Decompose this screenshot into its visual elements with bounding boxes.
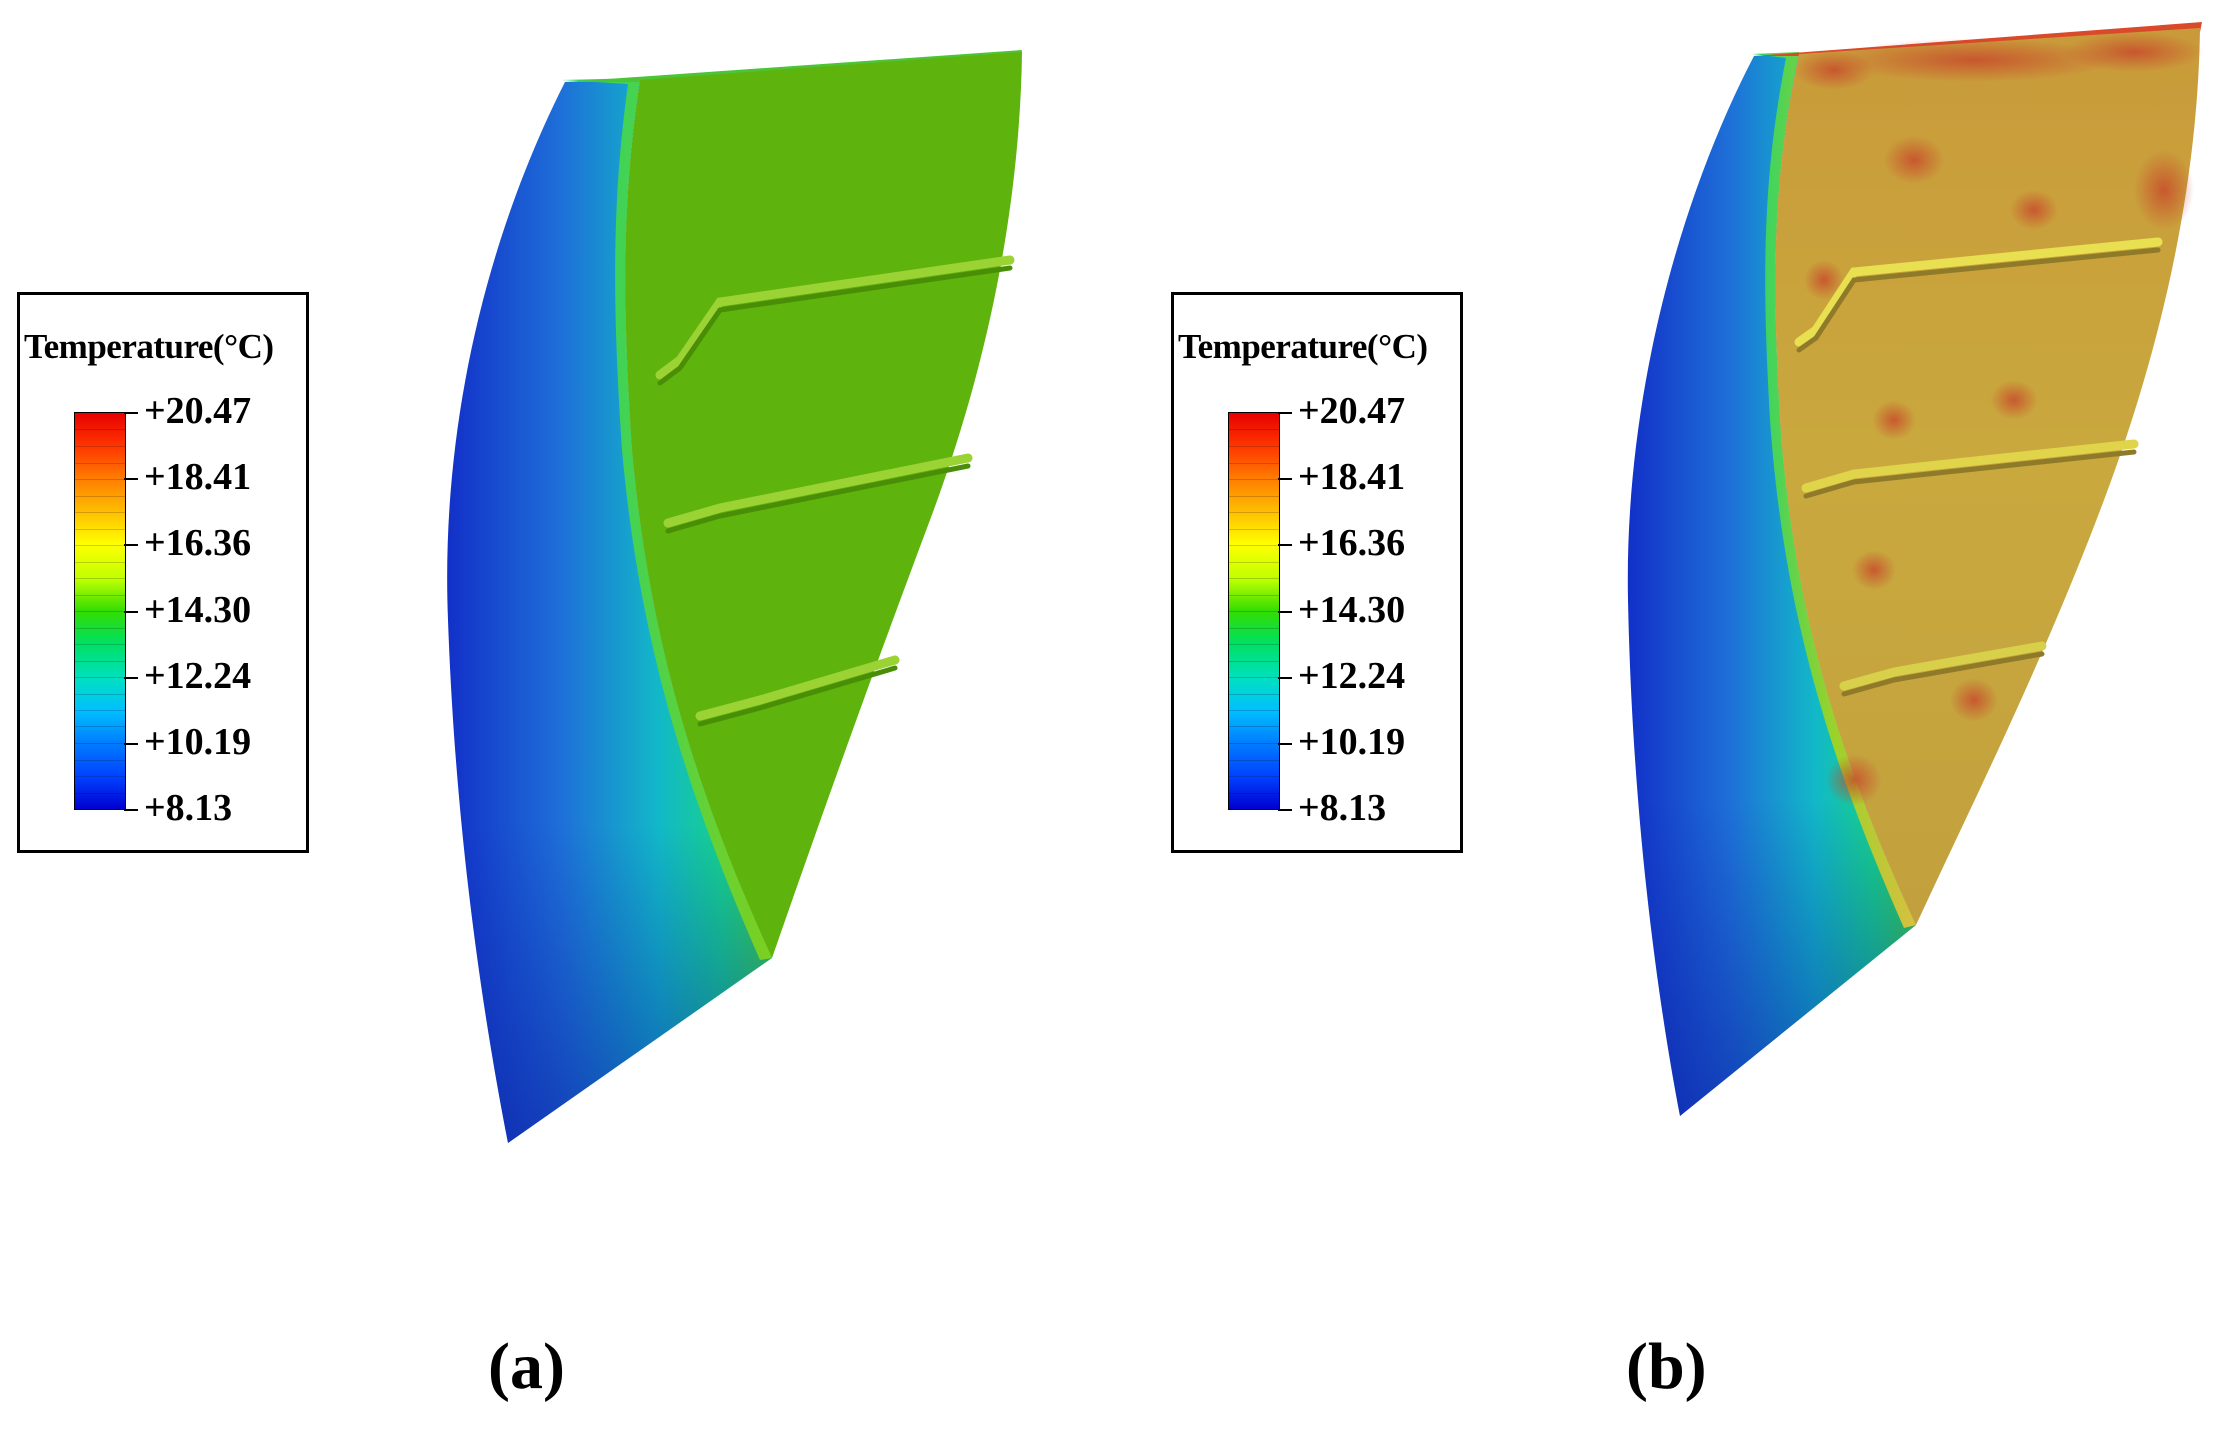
tick-label: +16.36	[144, 522, 252, 564]
top-edge	[565, 50, 1022, 82]
colorbar-tick	[124, 809, 138, 811]
panel-b: Temperature(°C) +20.47 +18.41 +16.36 +14…	[1154, 0, 2214, 1437]
colorbar-band-divider	[1229, 676, 1279, 678]
tick-label: +14.30	[144, 589, 252, 631]
panel-label-a: (a)	[488, 1330, 565, 1403]
colorbar-band-divider	[75, 561, 125, 563]
colorbar-tick	[1278, 478, 1292, 480]
panel-label-b: (b)	[1626, 1330, 1707, 1403]
colorbar-band-divider	[1229, 644, 1279, 645]
fin-temperature-render	[1627, 22, 2204, 1116]
colorbar-band-divider	[1229, 726, 1279, 728]
colorbar-tick	[1278, 412, 1292, 414]
colorbar-band-divider	[75, 660, 125, 662]
tick-label: +8.13	[1298, 787, 1387, 829]
colorbar-tick	[1278, 743, 1292, 745]
colorbar-band-divider	[1229, 759, 1279, 761]
tick-label: +12.24	[144, 655, 252, 697]
tick-label: +18.41	[144, 456, 252, 498]
colorbar-band-divider	[1229, 429, 1279, 431]
colorbar-band-divider	[1229, 478, 1279, 480]
colorbar-band-divider	[75, 743, 125, 744]
colorbar-band-divider	[1229, 561, 1279, 563]
stiffener-ribs	[1794, 237, 2163, 697]
colorbar-band-divider	[1229, 743, 1279, 744]
colorbar-band-divider	[1229, 544, 1279, 546]
colorbar-band-divider	[75, 429, 125, 431]
tick-label: +20.47	[144, 390, 252, 432]
colorbar-band-divider	[75, 578, 125, 579]
colorbar-tick	[124, 478, 138, 480]
colorbar-band-divider	[75, 462, 125, 464]
colorbar-band-divider	[75, 445, 125, 447]
tick-label: +8.13	[144, 787, 233, 829]
colorbar-band-divider	[75, 611, 125, 612]
colorbar-band-divider	[75, 693, 125, 695]
colorbar-band-divider	[1229, 710, 1279, 711]
tick-label: +16.36	[1298, 522, 1406, 564]
colorbar-band-divider	[75, 676, 125, 678]
colorbar-band-divider	[75, 512, 125, 513]
colorbar-band-divider	[1229, 611, 1279, 612]
colorbar-tick	[124, 611, 138, 613]
colorbar-band-divider	[75, 594, 125, 596]
colorbar-band-divider	[75, 726, 125, 728]
colorbar-band-divider	[75, 495, 125, 497]
tick-label: +12.24	[1298, 655, 1406, 697]
panel-a: Temperature(°C) +20.47 +18.41 +16.36 +14…	[17, 50, 1022, 1403]
colorbar-tick	[124, 544, 138, 546]
colorbar-tick	[124, 412, 138, 414]
colorbar-band-divider	[75, 627, 125, 629]
colorbar-band-divider	[1229, 594, 1279, 596]
colorbar-band-divider	[1229, 792, 1279, 794]
colorbar-tick	[1278, 544, 1292, 546]
colorbar-band-divider	[1229, 660, 1279, 662]
colorbar-band-divider	[1229, 528, 1279, 530]
colorbar	[74, 412, 126, 810]
colorbar-band-divider	[75, 528, 125, 530]
leading-edge-shading	[1627, 54, 1916, 1116]
temperature-legend: Temperature(°C) +20.47 +18.41 +16.36 +14…	[1171, 292, 1463, 853]
temperature-legend: Temperature(°C) +20.47 +18.41 +16.36 +14…	[17, 292, 309, 853]
colorbar-tick	[124, 677, 138, 679]
colorbar-tick	[1278, 677, 1292, 679]
tick-label: +10.19	[1298, 721, 1406, 763]
colorbar-band-divider	[75, 544, 125, 546]
inner-rim	[1752, 52, 1916, 928]
hot-spots	[1794, 32, 2204, 806]
colorbar-band-divider	[1229, 693, 1279, 695]
colorbar-band-divider	[75, 478, 125, 480]
colorbar	[1228, 412, 1280, 810]
colorbar-band-divider	[75, 644, 125, 645]
legend-title: Temperature(°C)	[1178, 327, 1428, 366]
colorbar-band-divider	[1229, 512, 1279, 513]
tick-label: +14.30	[1298, 589, 1406, 631]
colorbar-tick	[1278, 611, 1292, 613]
leading-edge-shading	[447, 80, 772, 1143]
tick-label: +20.47	[1298, 390, 1406, 432]
legend-title: Temperature(°C)	[24, 327, 274, 366]
colorbar-band-divider	[75, 710, 125, 711]
tick-label: +18.41	[1298, 456, 1406, 498]
colorbar-tick	[1278, 809, 1292, 811]
colorbar-band-divider	[1229, 495, 1279, 497]
colorbar-band-divider	[1229, 462, 1279, 464]
colorbar-tick	[124, 743, 138, 745]
stiffener-ribs	[655, 255, 1015, 727]
fin-temperature-render	[447, 50, 1022, 1143]
colorbar-band-divider	[1229, 627, 1279, 629]
colorbar-band-divider	[1229, 445, 1279, 447]
colorbar-band-divider	[1229, 776, 1279, 777]
colorbar-band-divider	[75, 759, 125, 761]
colorbar-band-divider	[75, 776, 125, 777]
colorbar-band-divider	[75, 792, 125, 794]
colorbar-band-divider	[1229, 578, 1279, 579]
tick-label: +10.19	[144, 721, 252, 763]
